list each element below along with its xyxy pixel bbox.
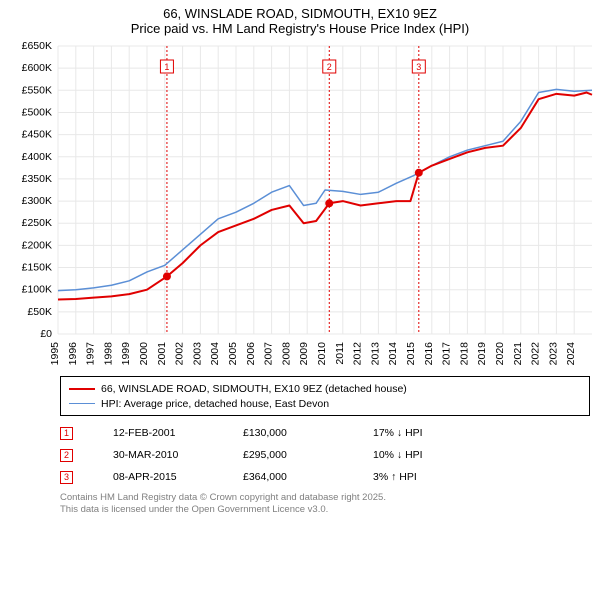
svg-text:2021: 2021 <box>512 342 524 366</box>
svg-text:2020: 2020 <box>494 342 506 366</box>
svg-text:2000: 2000 <box>138 342 150 366</box>
event-date: 30-MAR-2010 <box>113 449 243 461</box>
svg-text:2003: 2003 <box>191 342 203 366</box>
svg-text:£650K: £650K <box>22 40 52 52</box>
svg-text:£50K: £50K <box>27 306 52 318</box>
event-delta: 17% ↓ HPI <box>373 427 483 439</box>
event-row: 2 30-MAR-2010£295,00010% ↓ HPI <box>60 444 590 466</box>
svg-text:1999: 1999 <box>120 342 132 366</box>
svg-text:2013: 2013 <box>369 342 381 366</box>
attribution: Contains HM Land Registry data © Crown c… <box>60 492 590 517</box>
legend-label: 66, WINSLADE ROAD, SIDMOUTH, EX10 9EZ (d… <box>101 383 407 395</box>
svg-text:2011: 2011 <box>334 342 346 365</box>
legend-item: 66, WINSLADE ROAD, SIDMOUTH, EX10 9EZ (d… <box>69 381 581 396</box>
svg-text:2012: 2012 <box>352 342 364 366</box>
svg-text:£350K: £350K <box>22 173 52 185</box>
svg-text:2009: 2009 <box>298 342 310 366</box>
svg-text:2010: 2010 <box>316 342 328 366</box>
svg-text:£200K: £200K <box>22 239 52 251</box>
svg-text:£400K: £400K <box>22 151 52 163</box>
legend-swatch <box>69 388 95 390</box>
svg-text:2023: 2023 <box>547 342 559 366</box>
attribution-line-1: Contains HM Land Registry data © Crown c… <box>60 492 590 504</box>
svg-text:2007: 2007 <box>263 342 275 366</box>
legend-label: HPI: Average price, detached house, East… <box>101 398 329 410</box>
chart-title-block: 66, WINSLADE ROAD, SIDMOUTH, EX10 9EZ Pr… <box>0 0 600 40</box>
svg-text:£500K: £500K <box>22 106 52 118</box>
svg-text:2019: 2019 <box>476 342 488 366</box>
svg-text:£150K: £150K <box>22 262 52 274</box>
svg-text:£0: £0 <box>40 328 52 340</box>
title-line-2: Price paid vs. HM Land Registry's House … <box>0 21 600 36</box>
svg-text:£300K: £300K <box>22 195 52 207</box>
events-table: 1 12-FEB-2001£130,00017% ↓ HPI 2 30-MAR-201… <box>60 422 590 488</box>
event-marker: 1 <box>60 427 73 440</box>
svg-text:2008: 2008 <box>280 342 292 366</box>
svg-text:3: 3 <box>416 62 421 72</box>
svg-text:1998: 1998 <box>102 342 114 366</box>
event-date: 08-APR-2015 <box>113 471 243 483</box>
event-delta: 3% ↑ HPI <box>373 471 483 483</box>
chart-container: £0 £50K £100K £150K £200K £250K £300K £350K £400… <box>0 40 600 370</box>
svg-text:2017: 2017 <box>441 342 453 366</box>
price-chart: £0 £50K £100K £150K £200K £250K £300K £350K £400… <box>0 40 600 370</box>
svg-text:£550K: £550K <box>22 84 52 96</box>
svg-text:2002: 2002 <box>174 342 186 366</box>
svg-text:2006: 2006 <box>245 342 257 366</box>
legend: 66, WINSLADE ROAD, SIDMOUTH, EX10 9EZ (d… <box>60 376 590 416</box>
svg-text:2015: 2015 <box>405 342 417 366</box>
svg-text:2005: 2005 <box>227 342 239 366</box>
event-price: £364,000 <box>243 471 373 483</box>
event-row: 1 12-FEB-2001£130,00017% ↓ HPI <box>60 422 590 444</box>
svg-text:2024: 2024 <box>565 342 577 366</box>
event-price: £130,000 <box>243 427 373 439</box>
legend-item: HPI: Average price, detached house, East… <box>69 396 581 411</box>
event-date: 12-FEB-2001 <box>113 427 243 439</box>
event-marker: 2 <box>60 449 73 462</box>
attribution-line-2: This data is licensed under the Open Gov… <box>60 504 590 516</box>
svg-text:1996: 1996 <box>67 342 79 366</box>
svg-text:2018: 2018 <box>458 342 470 366</box>
svg-text:2022: 2022 <box>530 342 542 366</box>
title-line-1: 66, WINSLADE ROAD, SIDMOUTH, EX10 9EZ <box>0 6 600 21</box>
event-row: 3 08-APR-2015£364,0003% ↑ HPI <box>60 466 590 488</box>
svg-text:£100K: £100K <box>22 284 52 296</box>
svg-text:1997: 1997 <box>85 342 97 366</box>
svg-text:2: 2 <box>327 62 332 72</box>
svg-text:£450K: £450K <box>22 129 52 141</box>
svg-text:2014: 2014 <box>387 342 399 366</box>
svg-text:2004: 2004 <box>209 342 221 366</box>
event-marker: 3 <box>60 471 73 484</box>
legend-swatch <box>69 403 95 404</box>
event-price: £295,000 <box>243 449 373 461</box>
svg-text:1995: 1995 <box>49 342 61 366</box>
svg-text:£250K: £250K <box>22 217 52 229</box>
event-delta: 10% ↓ HPI <box>373 449 483 461</box>
svg-text:2016: 2016 <box>423 342 435 366</box>
svg-text:2001: 2001 <box>156 342 168 366</box>
svg-text:£600K: £600K <box>22 62 52 74</box>
svg-text:1: 1 <box>164 62 169 72</box>
